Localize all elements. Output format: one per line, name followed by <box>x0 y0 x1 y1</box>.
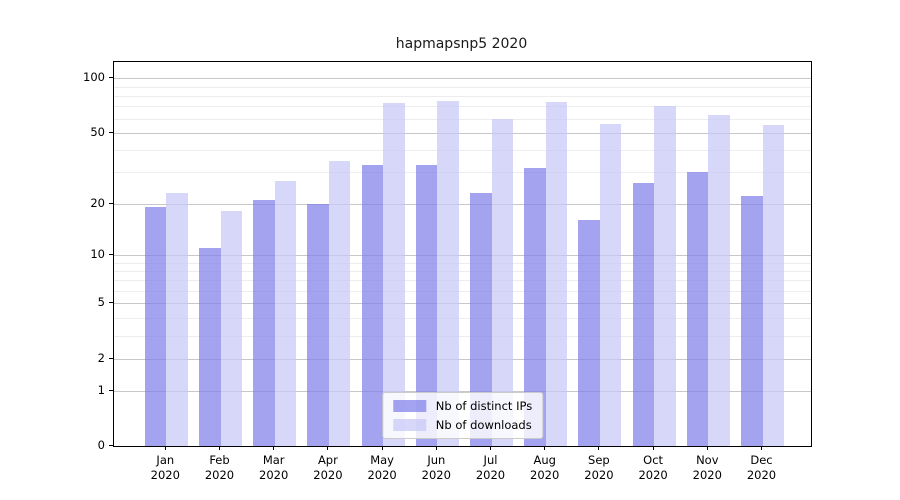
gridline-minor <box>114 291 811 292</box>
gridline-minor <box>114 280 811 282</box>
x-tick-label: Jan 2020 <box>150 453 180 482</box>
bar-downloads <box>762 125 784 446</box>
bar-downloads <box>220 211 242 446</box>
gridline-major <box>114 303 811 305</box>
gridline-major <box>114 78 811 80</box>
y-tick-mark <box>109 254 113 255</box>
x-tick-label: Apr 2020 <box>313 453 343 482</box>
x-tick-label: Jul 2020 <box>475 453 506 482</box>
gridline-major <box>114 203 811 205</box>
y-tick-mark <box>109 131 113 133</box>
gridline-minor <box>114 271 811 272</box>
y-tick-mark <box>109 302 113 304</box>
x-tick-label: Dec 2020 <box>746 453 777 482</box>
bar-downloads <box>274 180 297 446</box>
x-tick-mark <box>219 446 220 450</box>
legend-swatch-distinct-ips-icon <box>392 400 426 412</box>
legend-label-downloads: Nb of downloads <box>435 418 532 432</box>
gridline-major <box>114 255 811 256</box>
chart-legend: Nb of distinct IPs Nb of downloads <box>381 392 544 439</box>
x-tick-label: Sep 2020 <box>584 453 614 482</box>
bar-distinct-ips <box>524 167 546 446</box>
bar-downloads <box>328 160 351 446</box>
bar-downloads <box>383 103 405 446</box>
y-tick-mark <box>109 389 113 391</box>
bar-downloads <box>545 102 568 446</box>
gridline-minor <box>114 118 811 120</box>
bar-distinct-ips <box>415 165 438 446</box>
bar-downloads <box>491 118 513 446</box>
x-tick-label: Jun 2020 <box>421 453 451 482</box>
x-tick-label: Feb 2020 <box>204 453 235 482</box>
y-tick-label: 5 <box>97 295 105 310</box>
x-tick-mark <box>652 446 654 450</box>
bar-distinct-ips <box>470 192 492 446</box>
x-tick-label: Mar 2020 <box>259 453 289 482</box>
legend-item-distinct-ips: Nb of distinct IPs <box>392 399 533 413</box>
bar-downloads <box>437 101 459 446</box>
x-tick-mark <box>706 446 708 450</box>
y-tick-mark <box>109 357 113 359</box>
x-tick-mark <box>490 446 491 450</box>
gridline-minor <box>114 150 811 152</box>
gridline-minor <box>114 172 811 174</box>
x-tick-mark <box>273 446 275 450</box>
bar-downloads <box>166 192 188 446</box>
y-tick-label: 100 <box>83 70 105 85</box>
gridline-major <box>114 132 811 134</box>
x-tick-mark <box>327 446 329 450</box>
gridline-minor <box>114 95 811 97</box>
gridline-minor <box>114 262 811 264</box>
bar-distinct-ips <box>361 165 384 446</box>
bar-distinct-ips <box>632 183 655 446</box>
x-tick-mark <box>544 446 546 450</box>
gridline-minor <box>114 86 811 88</box>
x-tick-label: Oct 2020 <box>638 453 668 482</box>
bar-distinct-ips <box>741 196 763 446</box>
plot-area: Nb of distinct IPs Nb of downloads <box>113 61 812 447</box>
bar-downloads <box>599 123 622 446</box>
gridline-minor <box>114 317 811 319</box>
x-tick-mark <box>598 446 600 450</box>
legend-item-downloads: Nb of downloads <box>392 418 532 432</box>
bar-distinct-ips <box>199 248 221 446</box>
y-tick-mark <box>109 77 113 79</box>
gridline-minor <box>114 106 811 108</box>
bar-downloads <box>654 106 676 446</box>
y-tick-label: 50 <box>90 124 105 139</box>
legend-swatch-downloads-icon <box>392 419 426 431</box>
gridline-minor <box>114 335 811 337</box>
x-tick-label: Nov 2020 <box>692 453 722 482</box>
bar-distinct-ips <box>686 172 709 446</box>
x-tick-label: Aug 2020 <box>530 453 560 482</box>
y-tick-mark <box>109 202 113 204</box>
x-tick-mark <box>164 446 166 450</box>
y-tick-mark <box>109 445 113 446</box>
x-tick-label: May 2020 <box>367 453 397 482</box>
chart-title: hapmapsnp5 2020 <box>395 36 528 52</box>
bar-distinct-ips <box>307 203 329 446</box>
bar-distinct-ips <box>253 199 275 446</box>
y-tick-label: 10 <box>90 247 105 261</box>
y-tick-label: 1 <box>97 382 105 397</box>
gridline-major <box>114 358 811 360</box>
x-tick-mark <box>381 446 383 450</box>
x-tick-mark <box>761 446 762 450</box>
y-tick-label: 20 <box>90 195 105 210</box>
bar-distinct-ips <box>578 220 600 446</box>
x-tick-mark <box>435 446 437 450</box>
bar-downloads <box>708 114 730 446</box>
legend-label-distinct-ips: Nb of distinct IPs <box>435 399 533 413</box>
bar-distinct-ips <box>144 207 167 446</box>
y-tick-label: 2 <box>97 350 105 365</box>
gridline-major <box>114 390 811 392</box>
y-tick-label: 0 <box>97 438 105 452</box>
